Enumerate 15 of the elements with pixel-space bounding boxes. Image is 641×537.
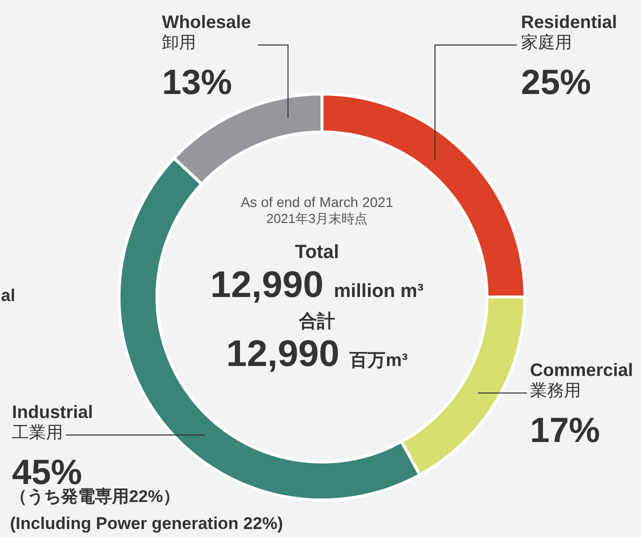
- text: Total: [295, 242, 339, 263]
- text: (Including Power generation 22%): [10, 514, 283, 533]
- slice-label: Industrial 工業用: [12, 402, 94, 442]
- slice-label: Wholesale 卸用: [162, 12, 252, 52]
- slice-label: Residential 家庭用: [521, 12, 618, 52]
- data-label: 25%: [521, 63, 592, 102]
- data-label: 17%: [530, 411, 600, 450]
- text: 12,990 million m³: [210, 264, 424, 305]
- data-label: 13%: [162, 63, 232, 102]
- text: al: [1, 286, 16, 305]
- slice-label: Commercial 業務用: [530, 360, 634, 400]
- text: As of end of March 2021: [240, 194, 394, 210]
- text: 合計: [298, 311, 335, 331]
- text: 12,990 百万m³: [226, 333, 408, 374]
- text: 2021年3月末時点: [266, 211, 368, 226]
